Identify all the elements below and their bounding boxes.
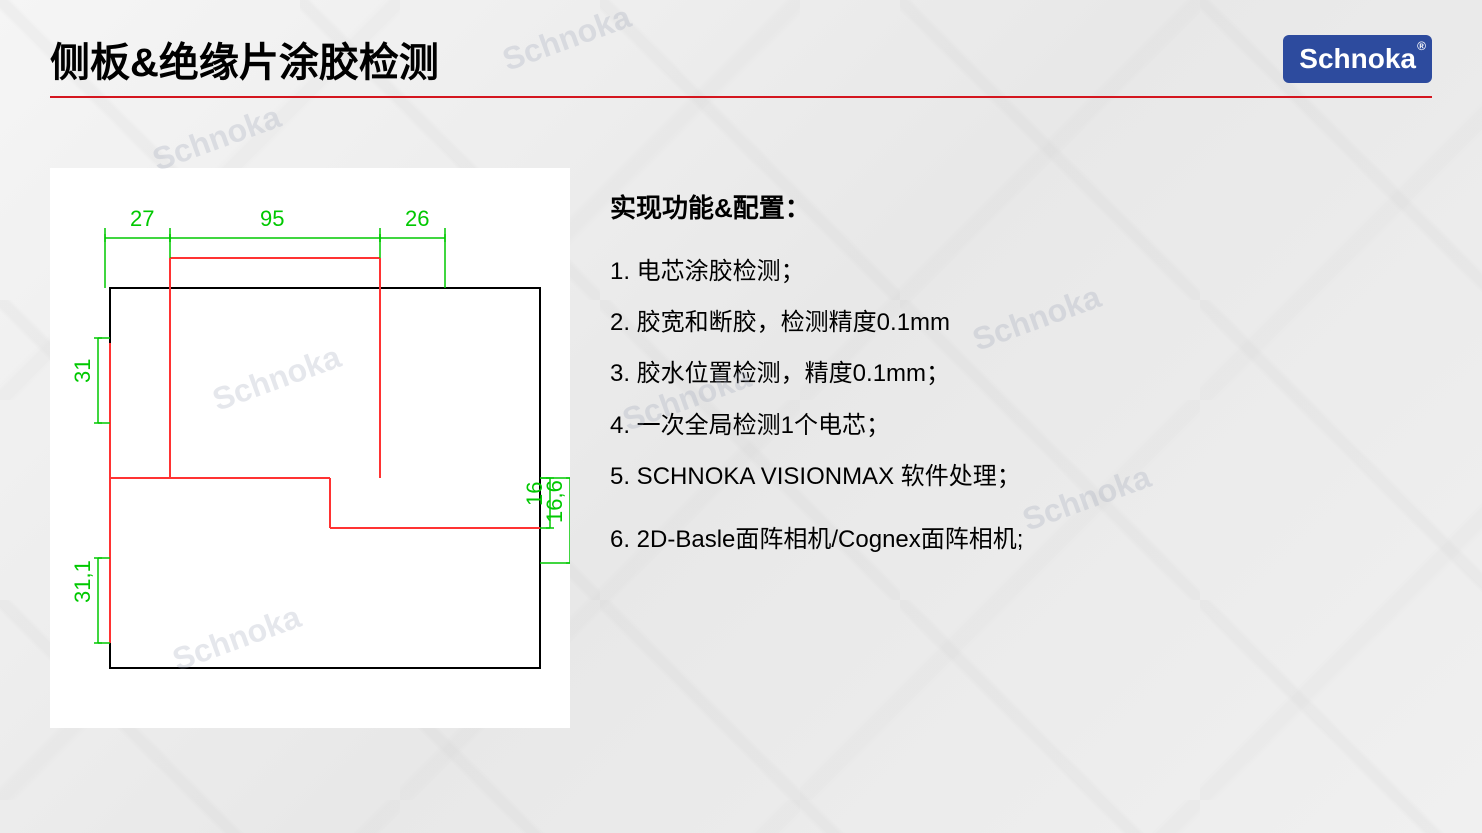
svg-text:31: 31 (70, 359, 95, 383)
feature-item: 1. 电芯涂胶检测； (610, 250, 1432, 293)
text-content: 实现功能&配置： 1. 电芯涂胶检测； 2. 胶宽和断胶，检测精度0.1mm 3. … (610, 138, 1432, 728)
svg-text:16,6: 16,6 (542, 480, 567, 523)
feature-item: 4. 一次全局检测1个电芯； (610, 404, 1432, 447)
content-area: 2795263131,11616,6 实现功能&配置： 1. 电芯涂胶检测；2.… (0, 98, 1482, 768)
feature-item: 5. SCHNOKA VISIONMAX 软件处理； (610, 455, 1432, 498)
svg-text:26: 26 (405, 206, 429, 231)
logo-registered-mark: ® (1417, 39, 1426, 53)
svg-text:95: 95 (260, 206, 284, 231)
svg-text:31,1: 31,1 (70, 560, 95, 603)
feature-item: 2. 胶宽和断胶，检测精度0.1mm (610, 301, 1432, 344)
brand-logo: Schnoka® (1283, 35, 1432, 83)
diagram-container: 2795263131,11616,6 (50, 168, 570, 728)
technical-diagram: 2795263131,11616,6 (50, 168, 570, 728)
section-title: 实现功能&配置： (610, 188, 1432, 225)
logo-text: Schnoka (1299, 43, 1416, 74)
page-title: 侧板&绝缘片涂胶检测 (50, 30, 439, 88)
header: 侧板&绝缘片涂胶检测 Schnoka® (0, 0, 1482, 98)
svg-text:27: 27 (130, 206, 154, 231)
feature-list: 1. 电芯涂胶检测； 2. 胶宽和断胶，检测精度0.1mm 3. 胶水位置检测，精度… (610, 250, 1432, 561)
feature-item: 6. 2D-Basle面阵相机/Cognex面阵相机; (610, 518, 1432, 561)
feature-item: 3. 胶水位置检测，精度0.1mm； (610, 352, 1432, 395)
